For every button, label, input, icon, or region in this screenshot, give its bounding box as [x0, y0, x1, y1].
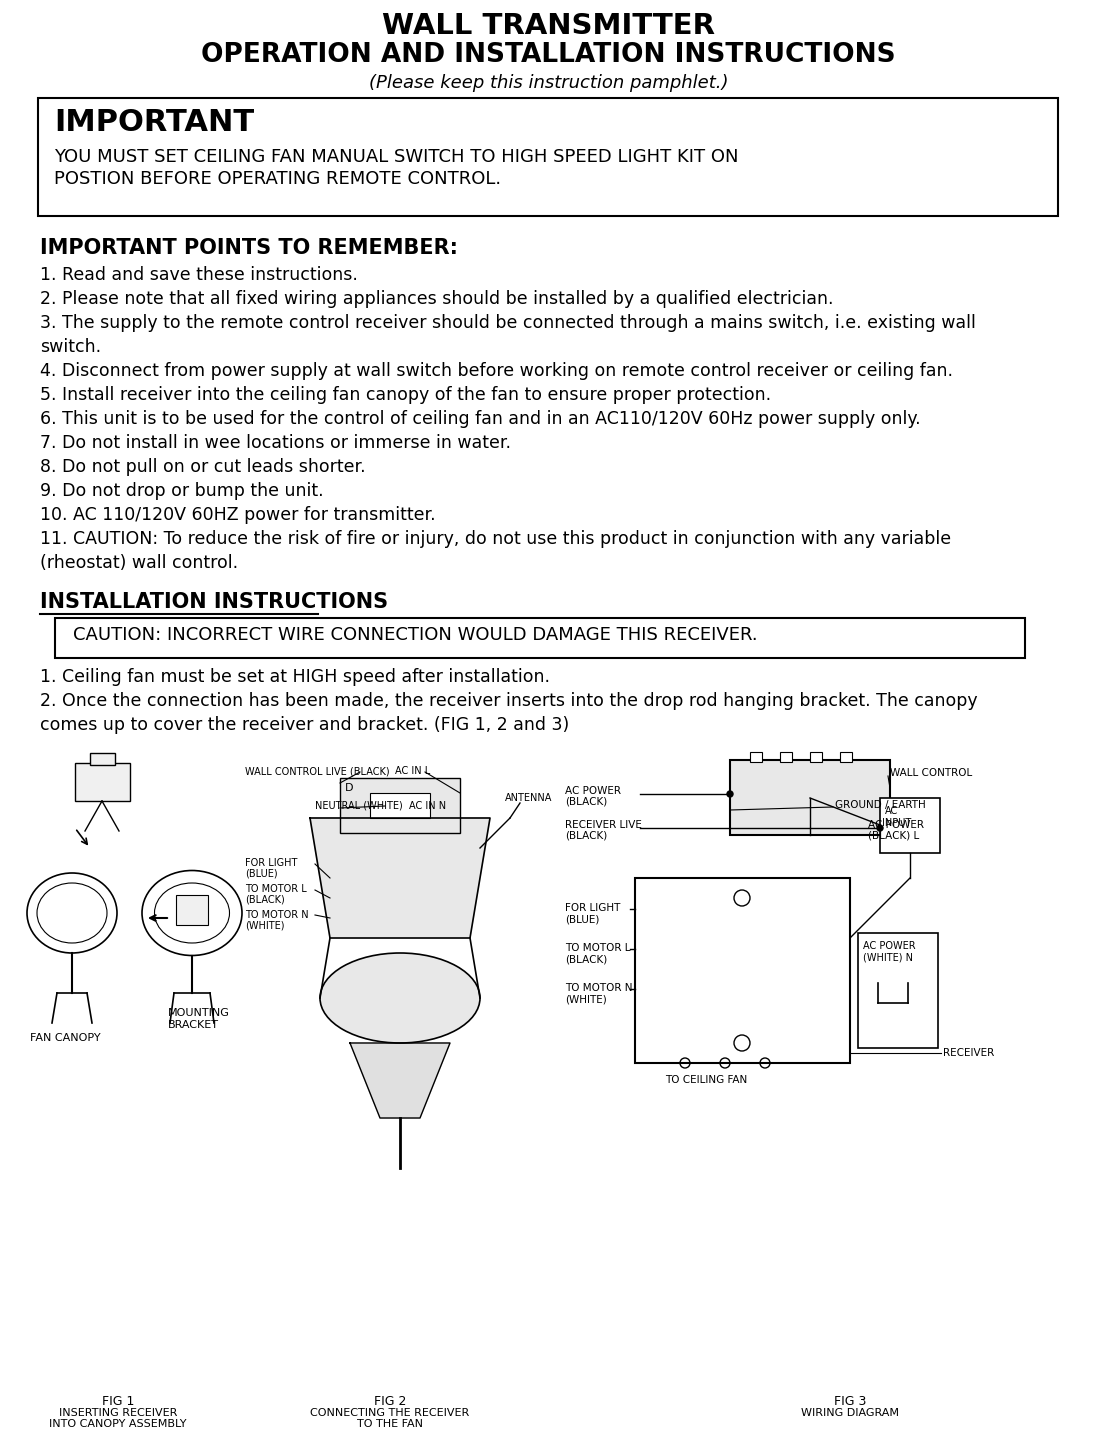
Text: FOR LIGHT: FOR LIGHT	[565, 902, 621, 912]
Text: (WHITE) N: (WHITE) N	[863, 952, 913, 962]
Text: CAUTION: INCORRECT WIRE CONNECTION WOULD DAMAGE THIS RECEIVER.: CAUTION: INCORRECT WIRE CONNECTION WOULD…	[73, 626, 758, 644]
Text: IMPORTANT POINTS TO REMEMBER:: IMPORTANT POINTS TO REMEMBER:	[39, 238, 459, 259]
Text: 3. The supply to the remote control receiver should be connected through a mains: 3. The supply to the remote control rece…	[39, 314, 976, 331]
Text: 11. CAUTION: To reduce the risk of fire or injury, do not use this product in co: 11. CAUTION: To reduce the risk of fire …	[39, 530, 951, 548]
Text: AC: AC	[885, 806, 898, 817]
Circle shape	[727, 790, 733, 798]
Text: FOR LIGHT: FOR LIGHT	[245, 859, 297, 867]
Bar	[780, 753, 792, 761]
Text: (BLACK): (BLACK)	[565, 798, 608, 806]
Bar	[38, 97, 1058, 216]
Circle shape	[877, 825, 883, 831]
Text: 4. Disconnect from power supply at wall switch before working on remote control : 4. Disconnect from power supply at wall …	[39, 362, 953, 381]
Bar	[75, 763, 131, 801]
Text: 9. Do not drop or bump the unit.: 9. Do not drop or bump the unit.	[39, 482, 324, 500]
Polygon shape	[350, 1043, 450, 1117]
Text: ANTENNA: ANTENNA	[505, 793, 553, 804]
Bar	[750, 753, 762, 761]
Text: MOUNTING: MOUNTING	[168, 1008, 230, 1019]
Text: TO CEILING FAN: TO CEILING FAN	[665, 1075, 747, 1085]
Bar	[176, 895, 208, 926]
Text: TO MOTOR L: TO MOTOR L	[565, 943, 631, 953]
Text: 8. Do not pull on or cut leads shorter.: 8. Do not pull on or cut leads shorter.	[39, 458, 365, 477]
Text: INSTALLATION INSTRUCTIONS: INSTALLATION INSTRUCTIONS	[39, 591, 388, 612]
Text: INTO CANOPY ASSEMBLY: INTO CANOPY ASSEMBLY	[49, 1420, 186, 1428]
Text: 2. Please note that all fixed wiring appliances should be installed by a qualifi: 2. Please note that all fixed wiring app…	[39, 291, 834, 308]
Text: OPERATION AND INSTALLATION INSTRUCTIONS: OPERATION AND INSTALLATION INSTRUCTIONS	[201, 42, 896, 68]
Text: 7. Do not install in wee locations or immerse in water.: 7. Do not install in wee locations or im…	[39, 434, 511, 452]
Text: TO MOTOR L: TO MOTOR L	[245, 883, 307, 894]
Text: (BLACK): (BLACK)	[565, 955, 608, 963]
Text: switch.: switch.	[39, 339, 101, 356]
Text: BRACKET: BRACKET	[168, 1020, 219, 1030]
Text: 5. Install receiver into the ceiling fan canopy of the fan to ensure proper prot: 5. Install receiver into the ceiling fan…	[39, 386, 771, 404]
Text: FIG 1: FIG 1	[102, 1395, 134, 1408]
Text: INPUT: INPUT	[882, 818, 912, 828]
Text: WALL TRANSMITTER: WALL TRANSMITTER	[382, 12, 715, 41]
Text: (rheostat) wall control.: (rheostat) wall control.	[39, 554, 238, 572]
Text: NEUTRAL (WHITE)  AC IN N: NEUTRAL (WHITE) AC IN N	[315, 801, 446, 809]
Bar	[55, 618, 1025, 658]
Bar	[370, 793, 430, 818]
Bar	[340, 777, 460, 833]
Text: CONNECTING THE RECEIVER: CONNECTING THE RECEIVER	[310, 1408, 470, 1418]
Text: INSERTING RECEIVER: INSERTING RECEIVER	[59, 1408, 178, 1418]
Text: TO MOTOR N: TO MOTOR N	[245, 910, 308, 920]
Text: POSTION BEFORE OPERATING REMOTE CONTROL.: POSTION BEFORE OPERATING REMOTE CONTROL.	[54, 170, 501, 187]
Text: WIRING DIAGRAM: WIRING DIAGRAM	[801, 1408, 900, 1418]
Bar	[635, 878, 850, 1064]
Text: (WHITE): (WHITE)	[565, 994, 607, 1004]
Text: WALL CONTROL: WALL CONTROL	[890, 769, 972, 777]
Text: AC POWER: AC POWER	[868, 819, 924, 830]
Text: WALL CONTROL LIVE (BLACK): WALL CONTROL LIVE (BLACK)	[245, 766, 389, 776]
Text: comes up to cover the receiver and bracket. (FIG 1, 2 and 3): comes up to cover the receiver and brack…	[39, 716, 569, 734]
Text: (BLACK): (BLACK)	[565, 831, 608, 841]
Text: AC POWER: AC POWER	[565, 786, 621, 796]
Text: GROUND / EARTH: GROUND / EARTH	[835, 801, 926, 809]
Text: (BLACK): (BLACK)	[245, 895, 285, 905]
Text: (BLUE): (BLUE)	[245, 869, 278, 879]
Text: FIG 3: FIG 3	[834, 1395, 867, 1408]
Bar	[840, 753, 852, 761]
Text: (BLUE): (BLUE)	[565, 914, 599, 924]
Text: (WHITE): (WHITE)	[245, 921, 284, 931]
Text: (Please keep this instruction pamphlet.): (Please keep this instruction pamphlet.)	[369, 74, 728, 92]
Text: 2. Once the connection has been made, the receiver inserts into the drop rod han: 2. Once the connection has been made, th…	[39, 692, 977, 711]
Text: AC IN L: AC IN L	[395, 766, 430, 776]
Bar	[880, 798, 940, 853]
Text: TO MOTOR N: TO MOTOR N	[565, 984, 633, 992]
Ellipse shape	[320, 953, 480, 1043]
Text: RECEIVER: RECEIVER	[943, 1048, 994, 1058]
Text: D: D	[344, 783, 353, 793]
Text: 10. AC 110/120V 60HZ power for transmitter.: 10. AC 110/120V 60HZ power for transmitt…	[39, 506, 436, 525]
Polygon shape	[310, 818, 490, 939]
Text: FIG 2: FIG 2	[374, 1395, 406, 1408]
Text: 1. Read and save these instructions.: 1. Read and save these instructions.	[39, 266, 358, 283]
Text: AC POWER: AC POWER	[863, 942, 916, 952]
Bar	[810, 753, 822, 761]
Text: 6. This unit is to be used for the control of ceiling fan and in an AC110/120V 6: 6. This unit is to be used for the contr…	[39, 410, 920, 429]
Text: (BLACK) L: (BLACK) L	[868, 831, 919, 841]
Text: RECEIVER LIVE: RECEIVER LIVE	[565, 819, 642, 830]
Text: IMPORTANT: IMPORTANT	[54, 108, 255, 137]
Bar	[858, 933, 938, 1048]
Text: 1. Ceiling fan must be set at HIGH speed after installation.: 1. Ceiling fan must be set at HIGH speed…	[39, 668, 550, 686]
Text: FAN CANOPY: FAN CANOPY	[30, 1033, 101, 1043]
Bar	[730, 760, 890, 835]
Bar	[90, 753, 115, 764]
Text: YOU MUST SET CEILING FAN MANUAL SWITCH TO HIGH SPEED LIGHT KIT ON: YOU MUST SET CEILING FAN MANUAL SWITCH T…	[54, 148, 738, 166]
Text: TO THE FAN: TO THE FAN	[357, 1420, 423, 1428]
